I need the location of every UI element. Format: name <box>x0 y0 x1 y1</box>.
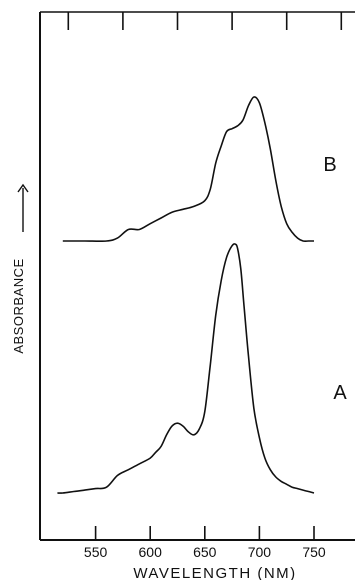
x-tick-label-600: 600 <box>139 544 163 560</box>
spectrum-line-a <box>57 243 315 494</box>
x-tick-label-650: 650 <box>193 544 217 560</box>
y-axis-title: ABSORBANCE <box>11 258 26 353</box>
x-tick-label-700: 700 <box>248 544 272 560</box>
x-tick-label-750: 750 <box>302 544 326 560</box>
spectrum-line-b <box>62 96 314 243</box>
series-label-a: A <box>333 382 347 404</box>
x-axis-title: WAVELENGTH (NM) <box>133 565 296 580</box>
x-tick-label-550: 550 <box>84 544 108 560</box>
tick-layer: 550 600 650 700 750 <box>67 12 343 560</box>
curve-layer <box>57 96 315 494</box>
series-label-b: B <box>323 154 336 176</box>
y-axis-arrow <box>17 183 29 232</box>
